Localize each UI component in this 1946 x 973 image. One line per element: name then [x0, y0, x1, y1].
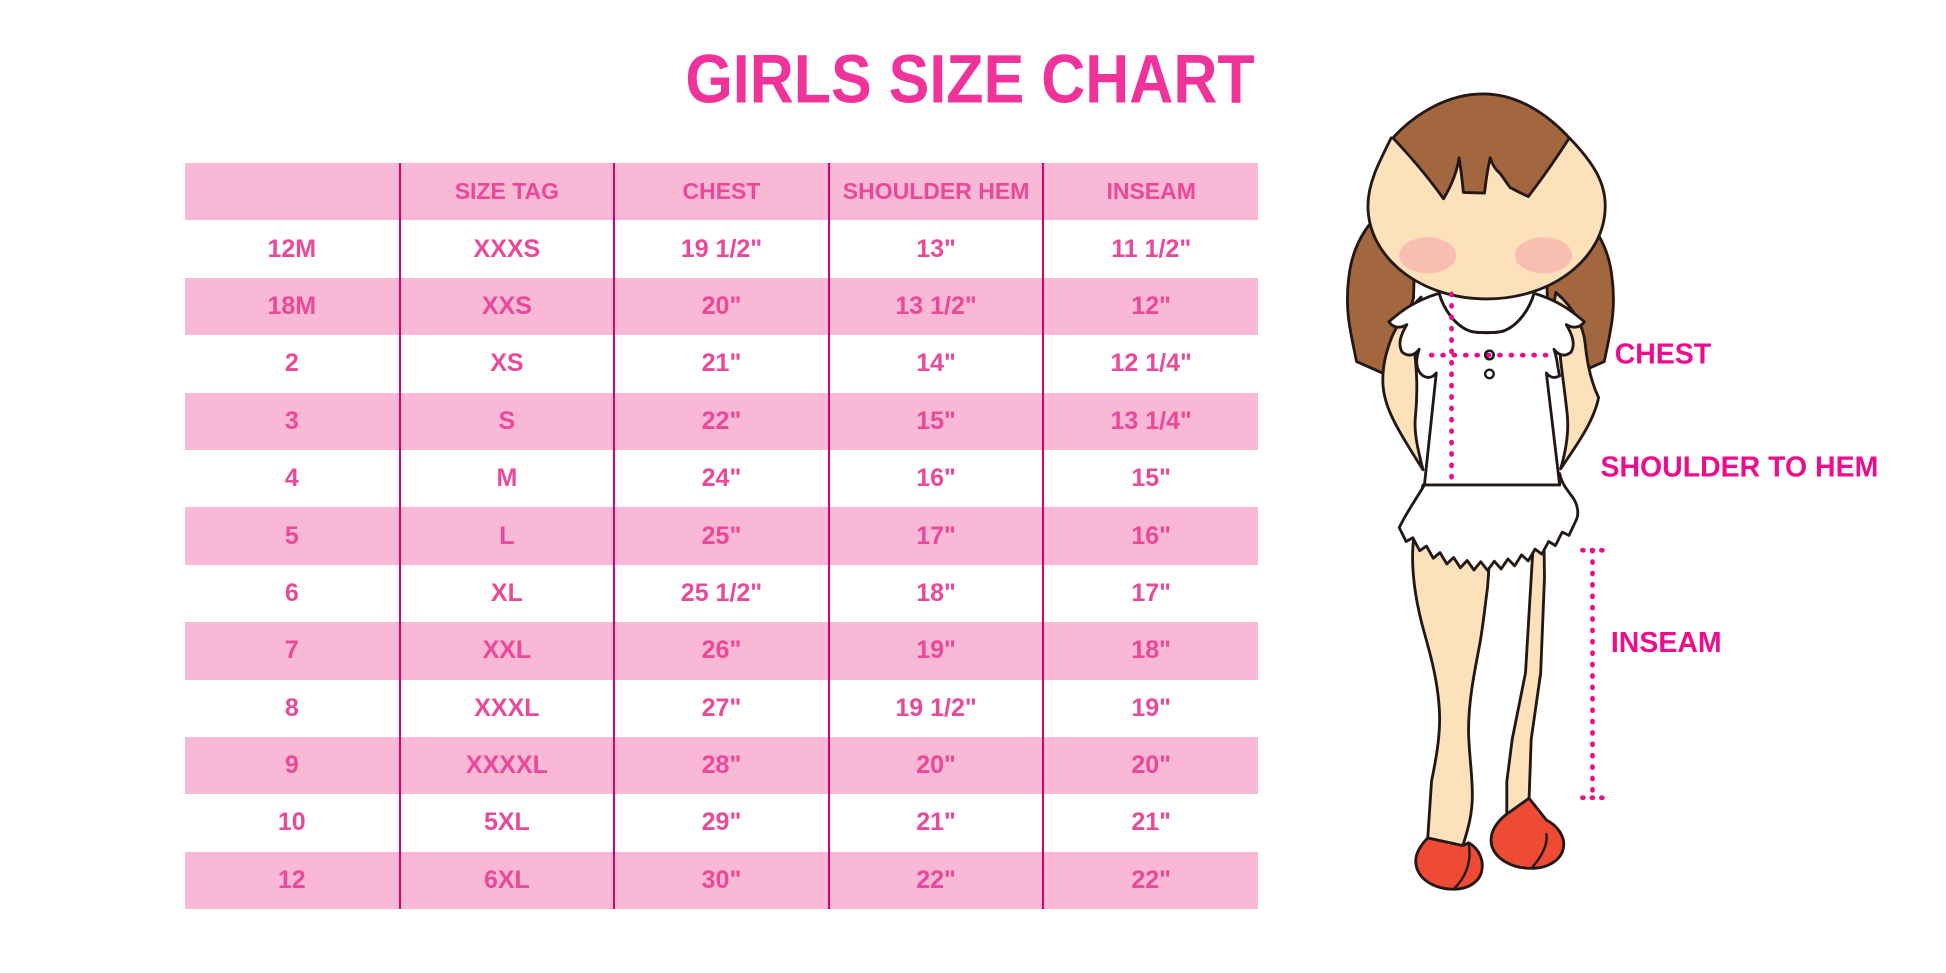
svg-text:INSEAM: INSEAM [1611, 627, 1722, 659]
svg-text:SHOULDER TO HEM: SHOULDER TO HEM [1600, 451, 1878, 483]
svg-text:CHEST: CHEST [1615, 338, 1712, 370]
